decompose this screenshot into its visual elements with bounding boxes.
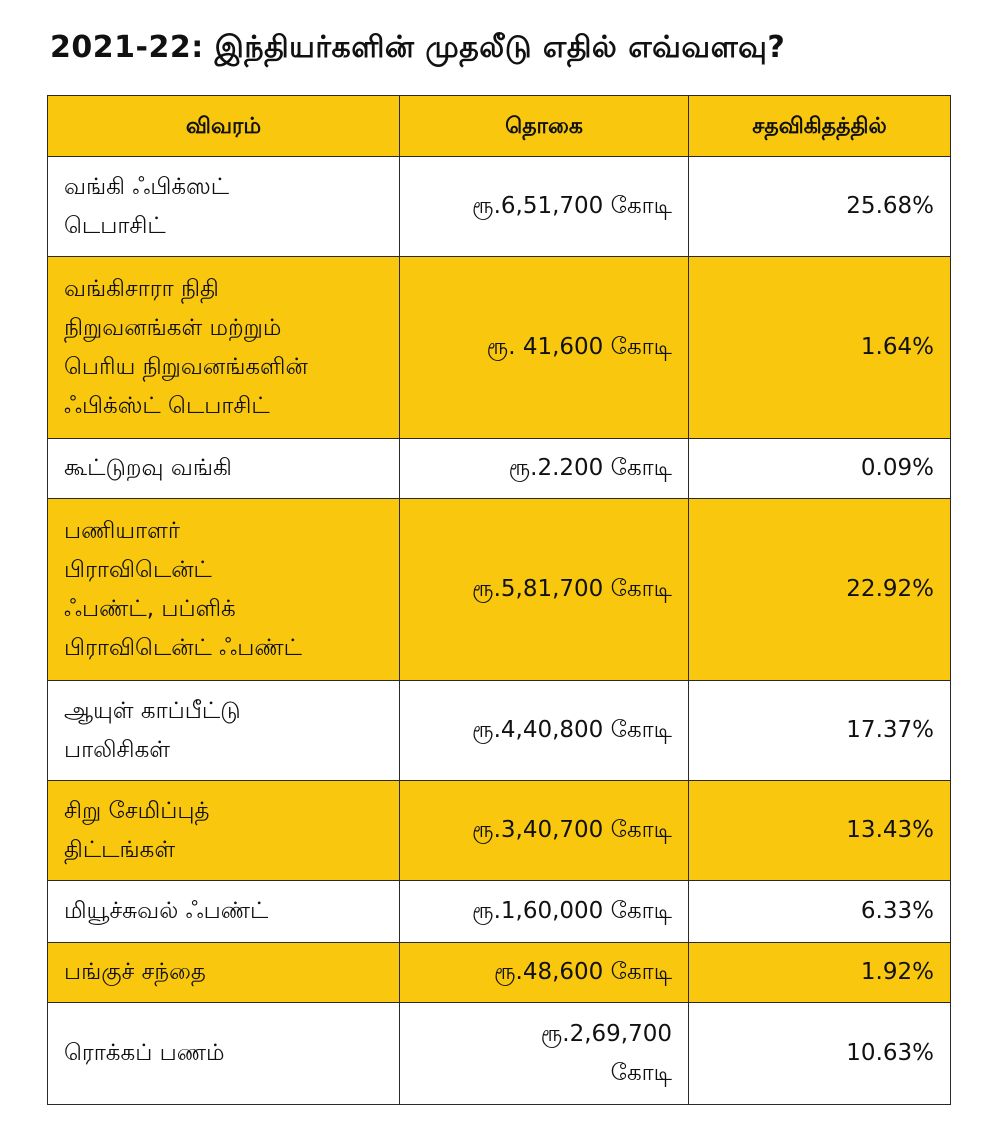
cell-description-text: பணியாளர் பிராவிடென்ட் ஃபண்ட், பப்ளிக் பி… bbox=[64, 517, 302, 661]
cell-amount: ரூ.4,40,800 கோடி bbox=[399, 680, 689, 781]
cell-percentage: 25.68% bbox=[688, 156, 951, 257]
cell-percentage-text: 1.92% bbox=[860, 959, 934, 985]
table-row: பணியாளர் பிராவிடென்ட் ஃபண்ட், பப்ளிக் பி… bbox=[47, 498, 951, 681]
cell-amount-text: ரூ.2.200 கோடி bbox=[508, 455, 672, 481]
cell-amount: ரூ. 41,600 கோடி bbox=[399, 256, 689, 439]
table-row: சிறு சேமிப்புத் திட்டங்கள் ரூ.3,40,700 கோ… bbox=[47, 780, 951, 881]
cell-amount: ரூ.6,51,700 கோடி bbox=[399, 156, 689, 257]
cell-description: சிறு சேமிப்புத் திட்டங்கள் bbox=[47, 780, 400, 881]
cell-description-text: ரொக்கப் பணம் bbox=[64, 1040, 225, 1066]
cell-percentage: 1.92% bbox=[688, 942, 951, 1003]
cell-amount-text: ரூ.5,81,700 கோடி bbox=[472, 576, 672, 602]
cell-amount: ரூ.5,81,700 கோடி bbox=[399, 498, 689, 681]
cell-amount-text: ரூ.4,40,800 கோடி bbox=[472, 717, 672, 743]
cell-percentage-text: 17.37% bbox=[846, 717, 934, 743]
table-row: பங்குச் சந்தை ரூ.48,600 கோடி 1.92% bbox=[47, 942, 951, 1003]
investment-table: விவரம் தொகை சதவிகிதத்தில் வங்கி ஃபிக்ஸட்… bbox=[47, 95, 951, 1105]
cell-percentage: 1.64% bbox=[688, 256, 951, 439]
table-row: வங்கிசாரா நிதி நிறுவனங்கள் மற்றும் பெரிய… bbox=[47, 256, 951, 439]
cell-description-text: பங்குச் சந்தை bbox=[64, 959, 206, 985]
cell-percentage: 6.33% bbox=[688, 880, 951, 943]
cell-description: ஆயுள் காப்பீட்டு பாலிசிகள் bbox=[47, 680, 400, 781]
cell-description-text: மியூச்சுவல் ஃபண்ட் bbox=[64, 898, 269, 924]
cell-percentage-text: 1.64% bbox=[860, 334, 934, 360]
cell-amount-text: ரூ.3,40,700 கோடி bbox=[472, 817, 672, 843]
table-row: வங்கி ஃபிக்ஸட் டெபாசிட் ரூ.6,51,700 கோடி 2… bbox=[47, 156, 951, 257]
cell-description-text: வங்கிசாரா நிதி நிறுவனங்கள் மற்றும் பெரிய… bbox=[64, 275, 308, 419]
cell-amount-text: ரூ.6,51,700 கோடி bbox=[472, 193, 672, 219]
cell-description: வங்கிசாரா நிதி நிறுவனங்கள் மற்றும் பெரிய… bbox=[47, 256, 400, 439]
cell-amount-text: ரூ.48,600 கோடி bbox=[493, 959, 672, 985]
cell-description: கூட்டுறவு வங்கி bbox=[47, 438, 400, 499]
cell-percentage: 17.37% bbox=[688, 680, 951, 781]
cell-percentage: 22.92% bbox=[688, 498, 951, 681]
cell-description: மியூச்சுவல் ஃபண்ட் bbox=[47, 880, 400, 943]
cell-description-text: வங்கி ஃபிக்ஸட் டெபாசிட் bbox=[64, 173, 230, 239]
cell-percentage-text: 10.63% bbox=[846, 1040, 934, 1066]
cell-description: பங்குச் சந்தை bbox=[47, 942, 400, 1003]
cell-amount: ரூ.2.200 கோடி bbox=[399, 438, 689, 499]
cell-percentage-text: 13.43% bbox=[846, 817, 934, 843]
cell-amount: ரூ.48,600 கோடி bbox=[399, 942, 689, 1003]
header-percentage: சதவிகிதத்தில் bbox=[688, 95, 951, 157]
cell-description: பணியாளர் பிராவிடென்ட் ஃபண்ட், பப்ளிக் பி… bbox=[47, 498, 400, 681]
table-body: வங்கி ஃபிக்ஸட் டெபாசிட் ரூ.6,51,700 கோடி 2… bbox=[47, 156, 951, 1105]
table-row: ஆயுள் காப்பீட்டு பாலிசிகள் ரூ.4,40,800 கோ… bbox=[47, 680, 951, 781]
cell-amount-text: ரூ.1,60,000 கோடி bbox=[472, 898, 672, 924]
cell-description: ரொக்கப் பணம் bbox=[47, 1002, 400, 1105]
cell-percentage-text: 6.33% bbox=[860, 898, 934, 924]
table-row: மியூச்சுவல் ஃபண்ட் ரூ.1,60,000 கோடி 6.33% bbox=[47, 880, 951, 943]
table-header-row: விவரம் தொகை சதவிகிதத்தில் bbox=[47, 95, 951, 157]
cell-percentage: 0.09% bbox=[688, 438, 951, 499]
cell-percentage: 13.43% bbox=[688, 780, 951, 881]
cell-amount: ரூ.2,69,700 கோடி bbox=[399, 1002, 689, 1105]
page-title: 2021-22: இந்தியர்களின் முதலீடு எதில் எவ்… bbox=[50, 30, 786, 65]
table-row: ரொக்கப் பணம் ரூ.2,69,700 கோடி 10.63% bbox=[47, 1002, 951, 1105]
cell-percentage-text: 22.92% bbox=[846, 576, 934, 602]
cell-amount: ரூ.3,40,700 கோடி bbox=[399, 780, 689, 881]
cell-percentage: 10.63% bbox=[688, 1002, 951, 1105]
cell-amount-text: ரூ. 41,600 கோடி bbox=[486, 334, 672, 360]
cell-description-text: கூட்டுறவு வங்கி bbox=[64, 455, 232, 481]
header-description: விவரம் bbox=[47, 95, 400, 157]
cell-percentage-text: 25.68% bbox=[846, 193, 934, 219]
cell-percentage-text: 0.09% bbox=[860, 455, 934, 481]
cell-description-text: ஆயுள் காப்பீட்டு பாலிசிகள் bbox=[64, 697, 241, 763]
cell-amount-text: ரூ.2,69,700 கோடி bbox=[540, 1020, 672, 1086]
cell-amount: ரூ.1,60,000 கோடி bbox=[399, 880, 689, 943]
cell-description: வங்கி ஃபிக்ஸட் டெபாசிட் bbox=[47, 156, 400, 257]
table-row: கூட்டுறவு வங்கி ரூ.2.200 கோடி 0.09% bbox=[47, 438, 951, 499]
header-amount: தொகை bbox=[399, 95, 689, 157]
cell-description-text: சிறு சேமிப்புத் திட்டங்கள் bbox=[64, 797, 210, 863]
